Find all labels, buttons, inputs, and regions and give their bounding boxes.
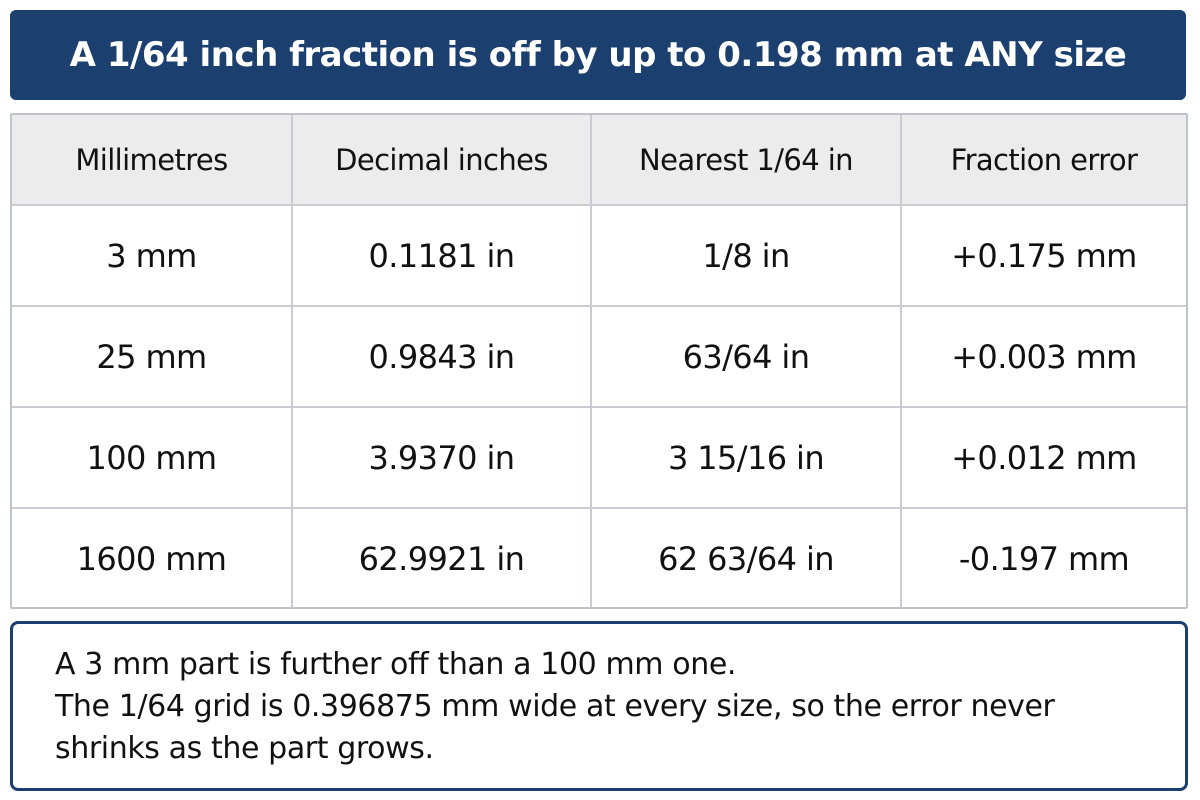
table-row: 25 mm 0.9843 in 63/64 in +0.003 mm [12, 305, 1186, 408]
cell-fraction-error: -0.197 mm [900, 507, 1186, 607]
column-header-millimetres: Millimetres [12, 115, 293, 206]
conversion-table-container: Millimetres Decimal inches Nearest 1/64 … [10, 113, 1188, 609]
cell-fraction-error: +0.003 mm [900, 305, 1186, 408]
column-header-decimal-inches: Decimal inches [291, 115, 592, 206]
explanation-note: A 3 mm part is further off than a 100 mm… [10, 621, 1188, 791]
table-header-row: Millimetres Decimal inches Nearest 1/64 … [12, 115, 1186, 206]
note-line-1: A 3 mm part is further off than a 100 mm… [55, 647, 737, 682]
cell-fraction-error: +0.012 mm [900, 406, 1186, 509]
cell-millimetres: 3 mm [12, 204, 293, 307]
column-header-nearest-fraction: Nearest 1/64 in [590, 115, 902, 206]
title-banner: A 1/64 inch fraction is off by up to 0.1… [10, 10, 1186, 100]
page-title: A 1/64 inch fraction is off by up to 0.1… [69, 35, 1127, 75]
note-line-2: The 1/64 grid is 0.396875 mm wide at eve… [55, 689, 1055, 766]
cell-millimetres: 1600 mm [12, 507, 293, 607]
cell-decimal-inches: 0.1181 in [291, 204, 592, 307]
column-header-fraction-error: Fraction error [900, 115, 1186, 206]
table-row: 100 mm 3.9370 in 3 15/16 in +0.012 mm [12, 406, 1186, 509]
cell-nearest-fraction: 3 15/16 in [590, 406, 902, 509]
cell-nearest-fraction: 1/8 in [590, 204, 902, 307]
table-row: 3 mm 0.1181 in 1/8 in +0.175 mm [12, 204, 1186, 307]
cell-millimetres: 25 mm [12, 305, 293, 408]
cell-fraction-error: +0.175 mm [900, 204, 1186, 307]
cell-decimal-inches: 3.9370 in [291, 406, 592, 509]
cell-decimal-inches: 62.9921 in [291, 507, 592, 607]
cell-millimetres: 100 mm [12, 406, 293, 509]
conversion-table: Millimetres Decimal inches Nearest 1/64 … [12, 115, 1186, 607]
cell-nearest-fraction: 62 63/64 in [590, 507, 902, 607]
cell-nearest-fraction: 63/64 in [590, 305, 902, 408]
table-row: 1600 mm 62.9921 in 62 63/64 in -0.197 mm [12, 507, 1186, 607]
cell-decimal-inches: 0.9843 in [291, 305, 592, 408]
